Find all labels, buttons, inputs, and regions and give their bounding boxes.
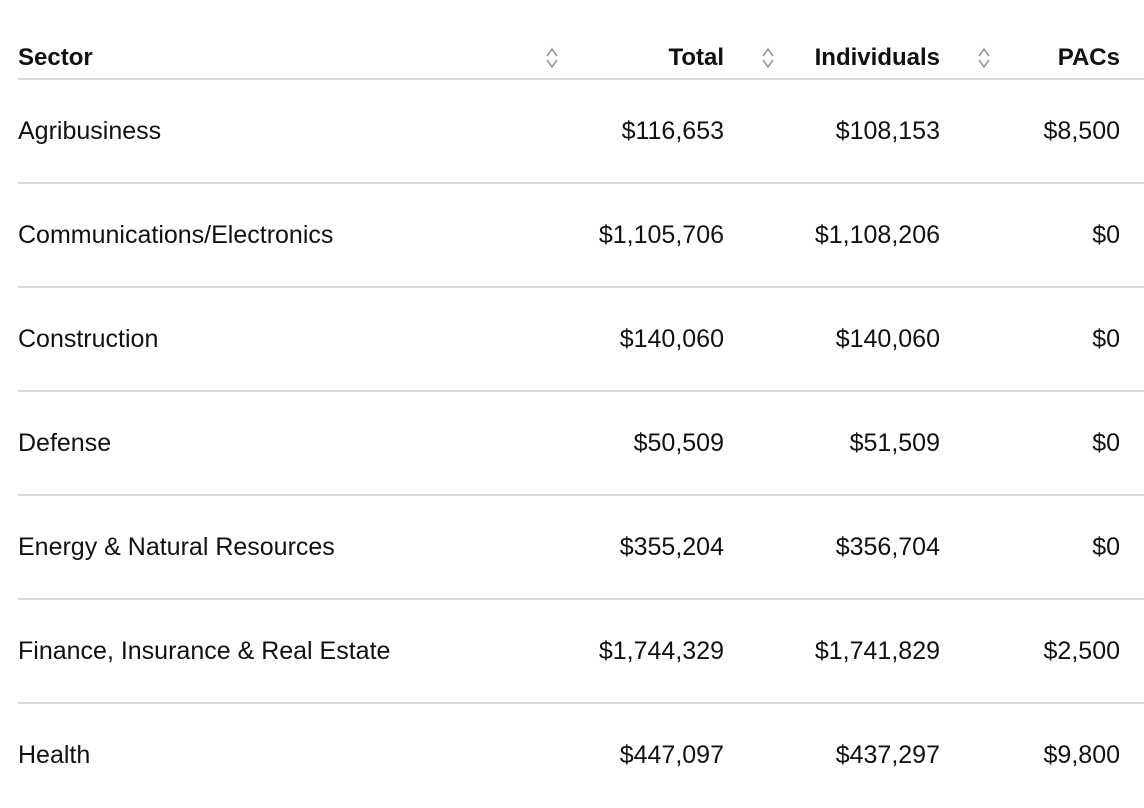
- table-row: Energy & Natural Resources $355,204 $356…: [18, 496, 1144, 600]
- column-header-sector[interactable]: Sector: [18, 44, 93, 71]
- cell-pacs: $0: [1092, 221, 1120, 249]
- cell-pacs: $0: [1092, 325, 1120, 353]
- cell-total: $1,105,706: [598, 221, 724, 249]
- cell-sector: Communications/Electronics: [18, 221, 334, 249]
- column-header-pacs[interactable]: PACs: [1057, 44, 1120, 71]
- cell-pacs: $9,800: [1043, 741, 1120, 769]
- cell-pacs: $2,500: [1043, 637, 1120, 665]
- table-row: Communications/Electronics $1,105,706 $1…: [18, 184, 1144, 288]
- cell-sector: Health: [18, 741, 91, 769]
- cell-total: $116,653: [621, 117, 724, 145]
- cell-total: $447,097: [619, 741, 724, 769]
- cell-total: $50,509: [633, 429, 724, 457]
- table-row: Health $447,097 $437,297 $9,800: [18, 704, 1144, 808]
- cell-individuals: $437,297: [835, 741, 940, 769]
- sector-table: Sector Total Individuals PACs Agribusine…: [18, 0, 1144, 790]
- cell-individuals: $1,108,206: [814, 221, 940, 249]
- sort-updown-icon[interactable]: [977, 46, 991, 70]
- table-row: Agribusiness $116,653 $108,153 $8,500: [18, 80, 1144, 184]
- cell-sector: Defense: [18, 429, 112, 457]
- cell-total: $1,744,329: [598, 637, 724, 665]
- cell-sector: Agribusiness: [18, 117, 162, 145]
- cell-pacs: $0: [1092, 429, 1120, 457]
- cell-individuals: $51,509: [849, 429, 940, 457]
- cell-sector: Finance, Insurance & Real Estate: [18, 637, 391, 665]
- cell-pacs: $8,500: [1043, 117, 1120, 145]
- cell-sector: Construction: [18, 325, 159, 353]
- column-header-total[interactable]: Total: [668, 44, 724, 71]
- cell-individuals: $140,060: [835, 325, 940, 353]
- table-body: Agribusiness $116,653 $108,153 $8,500 Co…: [18, 80, 1144, 808]
- cell-sector: Energy & Natural Resources: [18, 533, 335, 561]
- cell-individuals: $1,741,829: [814, 637, 940, 665]
- table-row: Finance, Insurance & Real Estate $1,744,…: [18, 600, 1144, 704]
- sort-updown-icon[interactable]: [761, 46, 775, 70]
- cell-total: $140,060: [619, 325, 724, 353]
- table-row: Defense $50,509 $51,509 $0: [18, 392, 1144, 496]
- table-header: Sector Total Individuals PACs: [18, 0, 1144, 80]
- sort-updown-icon[interactable]: [545, 46, 559, 70]
- column-header-individuals[interactable]: Individuals: [814, 44, 940, 71]
- cell-total: $355,204: [619, 533, 724, 561]
- table-row: Construction $140,060 $140,060 $0: [18, 288, 1144, 392]
- cell-individuals: $108,153: [835, 117, 940, 145]
- cell-pacs: $0: [1092, 533, 1120, 561]
- cell-individuals: $356,704: [835, 533, 940, 561]
